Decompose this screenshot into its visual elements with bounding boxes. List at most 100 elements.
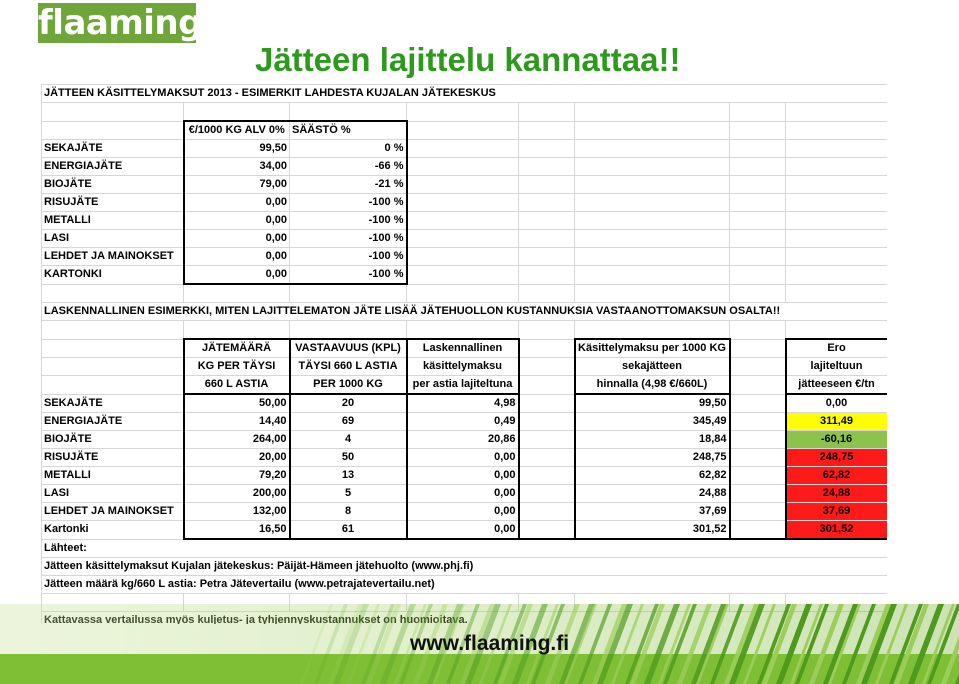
t1-row: LASI 0,00 -100 %: [41, 229, 887, 248]
t1-row: ENERGIAJÄTE 34,00 -66 %: [41, 157, 887, 176]
t1-header-saving: SÄÄSTÖ %: [289, 120, 408, 140]
cell: [406, 229, 519, 248]
t2-diff: -60,16: [784, 430, 887, 449]
t1-saving: -100 %: [289, 193, 408, 212]
cell: [41, 120, 184, 140]
cell: [41, 320, 184, 340]
stripe: [696, 604, 729, 684]
cell: [406, 102, 519, 122]
cell: [574, 157, 730, 176]
stripe: [710, 604, 744, 684]
spreadsheet: JÄTTEEN KÄSITTELYMAKSUT 2013 - ESIMERKIT…: [41, 84, 887, 624]
t1-row: BIOJÄTE 79,00 -21 %: [41, 175, 887, 194]
stripe: [347, 604, 380, 684]
t2-name: RISUJÄTE: [41, 448, 184, 467]
empty-row: [41, 283, 887, 303]
cell: [406, 247, 519, 266]
t1-saving: -100 %: [289, 265, 408, 285]
stripe: [762, 604, 797, 684]
t2-gap: [518, 520, 575, 540]
stripe: [460, 604, 495, 684]
t2-gap: [518, 412, 575, 431]
t1-saving: -66 %: [289, 157, 408, 176]
cell: [518, 139, 575, 158]
t2-name: LEHDET JA MAINOKSET: [41, 502, 184, 521]
t2-header-col5: lajiteltuun: [784, 357, 887, 376]
cell: [729, 375, 786, 395]
cell: [518, 193, 575, 212]
t2-header-col4: hinnalla (4,98 €/660L): [573, 375, 731, 395]
t2-calc: 0,00: [405, 448, 520, 467]
t1-price: 0,00: [182, 265, 290, 285]
t2-kg: 132,00: [182, 502, 290, 521]
t1-price: 79,00: [182, 175, 290, 194]
t2-count: 69: [288, 412, 407, 431]
t2-diff: 311,49: [784, 412, 887, 431]
t1-row: LEHDET JA MAINOKSET 0,00 -100 %: [41, 247, 887, 266]
cell: [785, 283, 887, 303]
stripe: [842, 604, 876, 684]
t2-gap: [729, 484, 786, 503]
stripe: [526, 604, 559, 684]
t1-header-price: €/1000 KG ALV 0%: [182, 120, 290, 140]
t2-count: 8: [288, 502, 407, 521]
t1-name: METALLI: [41, 211, 184, 230]
cell: [406, 139, 519, 158]
t1-name: SEKAJÄTE: [41, 139, 184, 158]
t2-header-col4: Käsittelymaksu per 1000 KG: [573, 338, 731, 358]
cell: [785, 139, 887, 158]
t2-kg: 14,40: [182, 412, 290, 431]
cell: [518, 357, 575, 376]
t2-gap: [518, 484, 575, 503]
cell: [729, 265, 786, 285]
t2-kg: 50,00: [182, 393, 290, 413]
cell: [183, 320, 290, 340]
decorative-green-stripes: [0, 604, 959, 684]
footer-url[interactable]: www.flaaming.fi: [410, 632, 570, 655]
t2-mixed: 37,69: [573, 502, 731, 521]
t2-gap: [518, 466, 575, 485]
t2-row: ENERGIAJÄTE 14,40 69 0,49 345,49 311,49: [41, 412, 887, 431]
t2-gap: [729, 520, 786, 540]
cell: [41, 357, 184, 376]
cell: [41, 283, 184, 303]
cell: [785, 193, 887, 212]
stripe: [300, 604, 333, 684]
t2-header-col1: KG PER TÄYSI: [182, 357, 290, 376]
cell: [574, 175, 730, 194]
t1-saving: -100 %: [289, 211, 408, 230]
stripe: [894, 604, 929, 684]
t2-row: BIOJÄTE 264,00 4 20,86 18,84 -60,16: [41, 430, 887, 449]
cell: [574, 193, 730, 212]
cell: [406, 265, 519, 285]
t2-kg: 200,00: [182, 484, 290, 503]
t1-name: BIOJÄTE: [41, 175, 184, 194]
stripe: [432, 604, 465, 684]
t2-mixed: 24,88: [573, 484, 731, 503]
stripe: [691, 604, 727, 684]
t2-header-col3: Laskennallinen: [405, 338, 520, 358]
t2-kg: 79,20: [182, 466, 290, 485]
t1-saving: 0 %: [289, 139, 408, 158]
cell: [518, 320, 575, 340]
stripe: [790, 604, 823, 684]
cell: [406, 157, 519, 176]
sources-row: Jätteen määrä kg/660 L astia: Petra Jäte…: [41, 575, 887, 594]
t2-calc: 0,49: [405, 412, 520, 431]
stripe: [328, 604, 363, 684]
cell: [729, 229, 786, 248]
t1-name: LASI: [41, 229, 184, 248]
t2-name: LASI: [41, 484, 184, 503]
cell: [785, 265, 887, 285]
stripe: [333, 604, 369, 684]
t2-name: ENERGIAJÄTE: [41, 412, 184, 431]
cell: [41, 375, 184, 395]
stripe: [394, 604, 427, 684]
cell: [574, 120, 730, 140]
stripe: [856, 604, 891, 684]
stripe: [479, 604, 512, 684]
t2-diff: 37,69: [784, 502, 887, 521]
stripe: [922, 604, 955, 684]
cell: [574, 139, 730, 158]
t2-mixed: 345,49: [573, 412, 731, 431]
